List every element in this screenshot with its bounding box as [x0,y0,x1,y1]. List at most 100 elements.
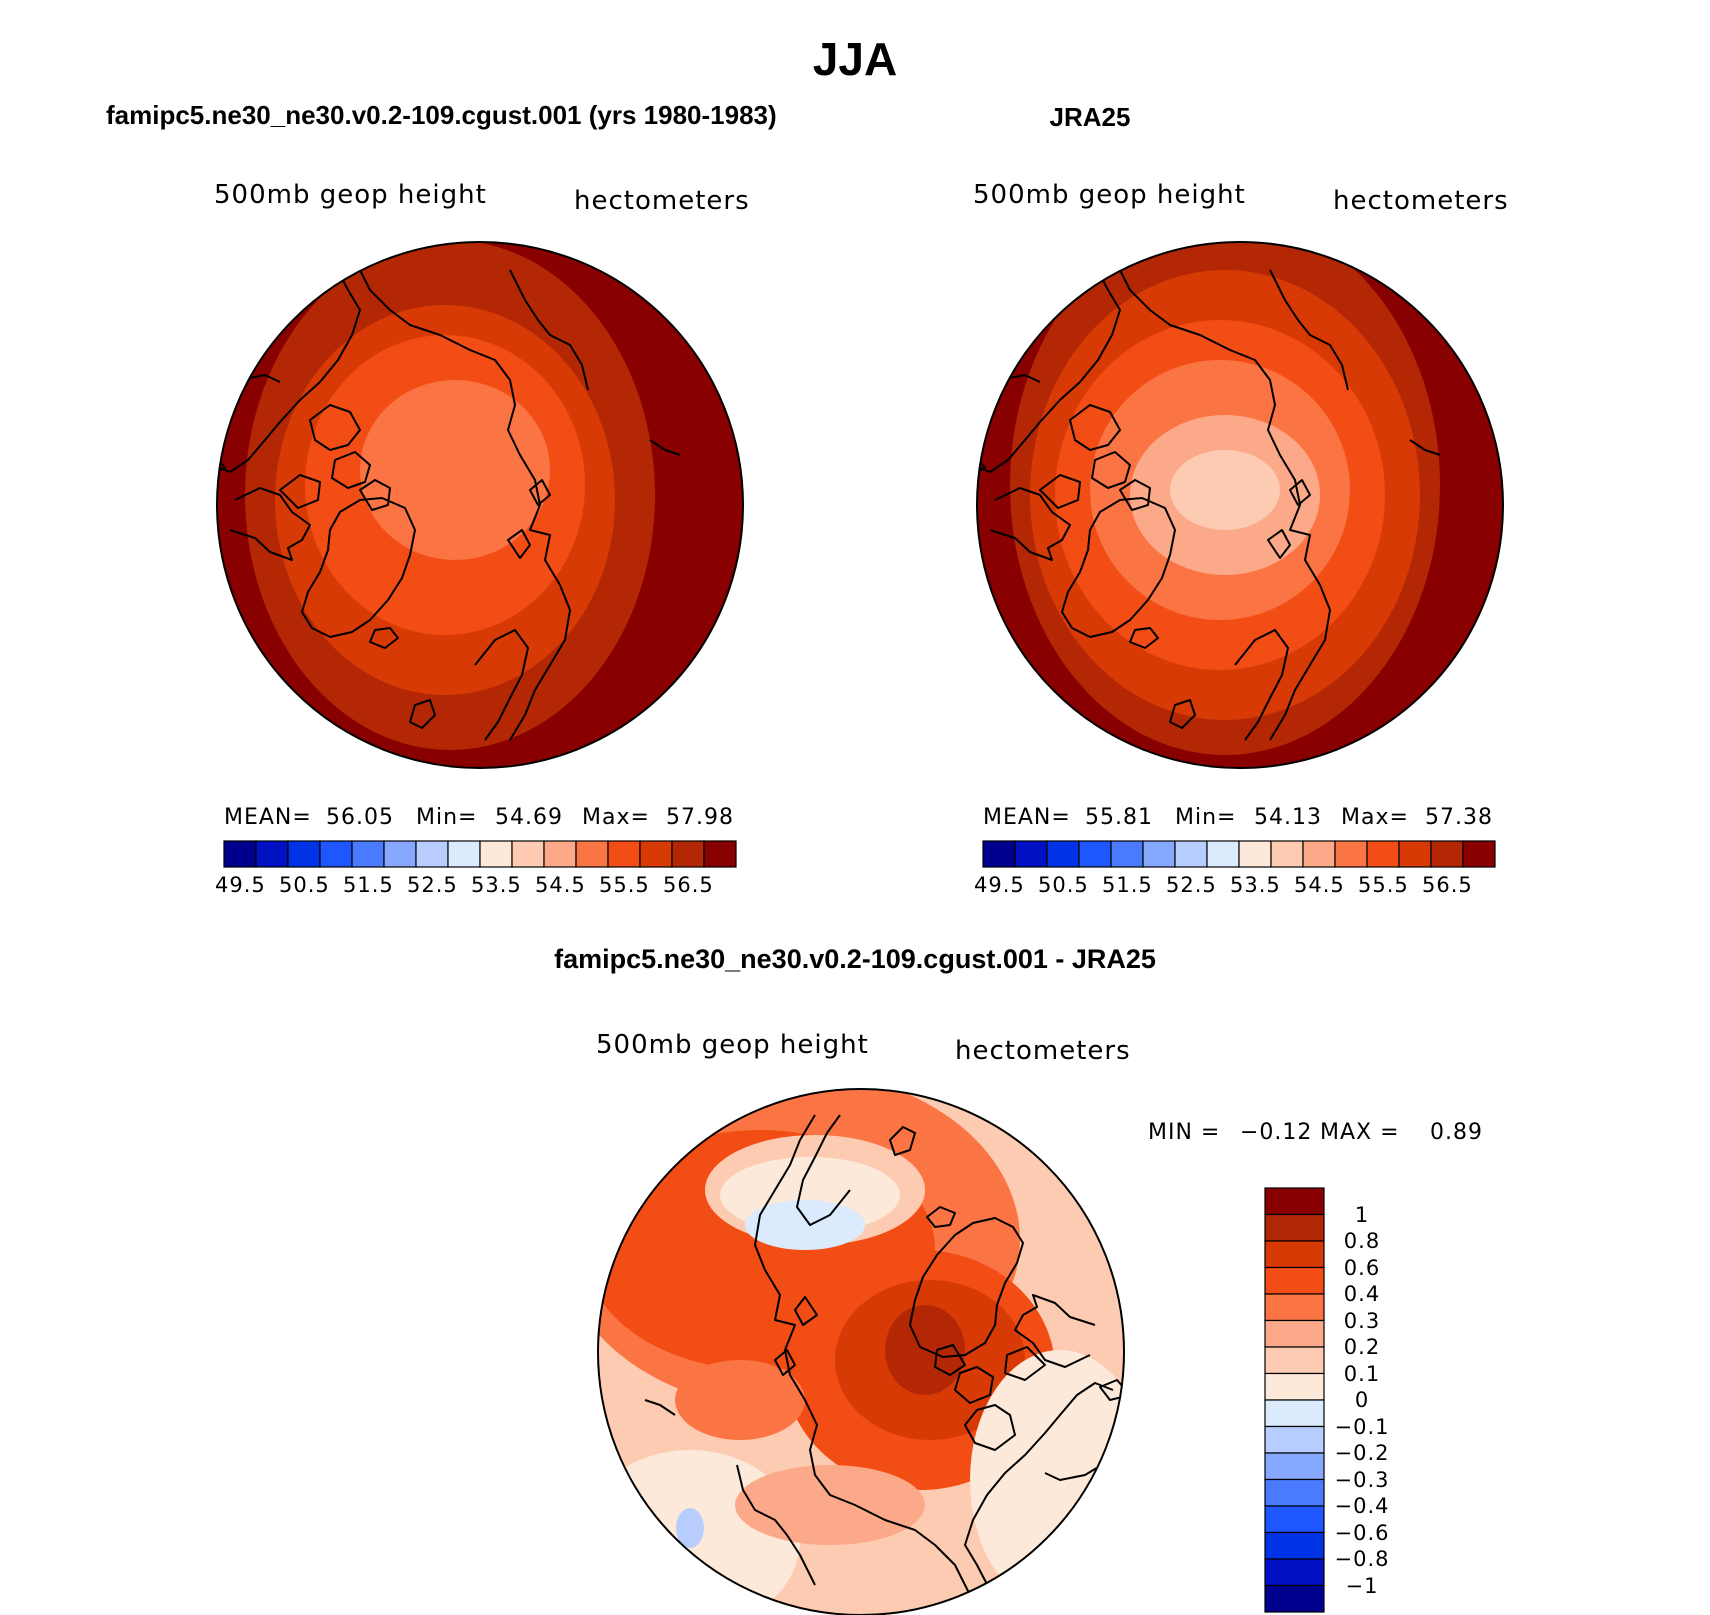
main-title: JJA [812,33,898,85]
difference-map-frame [597,1088,1125,1615]
model-max-value: 57.98 [666,805,734,830]
diff-colorbar-swatch [1264,1558,1325,1587]
model-colorbar-swatch [223,840,257,868]
model-units-label: hectometers [574,186,750,216]
model-colorbar-tick-label: 53.5 [471,873,522,897]
model-colorbar-tick-label: 49.5 [215,873,266,897]
obs-colorbar-swatch [982,840,1016,868]
model-max-label: Max= [582,805,650,830]
model-colorbar-swatch [511,840,545,868]
diff-colorbar-tick-label: 0.4 [1343,1282,1381,1306]
diff-min-value: −0.12 [1240,1120,1313,1145]
obs-colorbar-swatch [1270,840,1304,868]
obs-colorbar-tick-label: 49.5 [974,873,1025,897]
diff-colorbar-swatch [1264,1187,1325,1216]
model-colorbar-tick-label: 54.5 [535,873,586,897]
model-contour-55-5 [360,380,550,560]
obs-colorbar-swatch [1334,840,1368,868]
diff-colorbar-swatch [1264,1346,1325,1375]
obs-colorbar-swatch [1366,840,1400,868]
obs-mean-label: MEAN= [983,805,1071,830]
obs-units-label: hectometers [1333,186,1509,216]
diff-colorbar-swatch [1264,1505,1325,1534]
diff-colorbar-tick-label: −0.8 [1334,1547,1390,1571]
model-colorbar-tick-label: 50.5 [279,873,330,897]
difference-map [598,1089,1124,1615]
diff-colorbar-tick-label: −0.6 [1334,1520,1390,1545]
diff-colorbar-tick-label: −0.1 [1334,1414,1390,1439]
obs-colorbar-swatch [1174,840,1208,868]
diff-min-label: MIN = [1148,1120,1221,1145]
obs-colorbar-swatch [1206,840,1240,868]
diff-colorbar-swatch [1264,1452,1325,1481]
diff-max-value: 0.89 [1430,1120,1483,1145]
diff-colorbar-tick-label: 0.8 [1343,1229,1381,1253]
diff-colorbar-tick-label: −0.3 [1334,1467,1390,1492]
model-map-frame [216,241,744,769]
model-min-label: Min= [416,805,478,830]
obs-colorbar-swatch [1046,840,1080,868]
obs-colorbar-swatch [1398,840,1432,868]
model-colorbar-tick-label: 55.5 [599,873,650,897]
model-colorbar-swatch [415,840,449,868]
diff-colorbar-tick-label: 1 [1354,1202,1370,1227]
diff-colorbar-tick-label: 0 [1354,1388,1370,1412]
diff-colorbar-tick-label: 0.1 [1343,1361,1381,1386]
diff-colorbar-swatch [1264,1266,1325,1295]
obs-colorbar-tick-label: 51.5 [1102,873,1153,897]
diff-colorbar-tick-label: 0.2 [1343,1335,1381,1359]
diff-colorbar-swatch [1264,1372,1325,1401]
obs-colorbar-swatch [1462,840,1496,868]
diff-colorbar-swatch [1264,1478,1325,1507]
diff-colorbar-tick-label: −0.2 [1334,1441,1390,1465]
diff-variable-label: 500mb geop height [596,1030,869,1060]
obs-colorbar-swatch [1238,840,1272,868]
obs-map [977,242,1503,768]
diff-colorbar-swatch [1264,1240,1325,1269]
diff-colorbar-swatch [1264,1531,1325,1560]
difference-panel-title: famipc5.ne30_ne30.v0.2-109.cgust.001 - J… [554,944,1156,974]
model-colorbar-swatch [703,840,737,868]
model-colorbar [223,840,737,868]
obs-map-frame [976,241,1504,769]
model-colorbar-swatch [319,840,353,868]
model-colorbar-swatch [671,840,705,868]
obs-min-value: 54.13 [1254,805,1322,830]
diff-colorbar-swatch [1264,1213,1325,1242]
obs-panel-title: JRA25 [1049,102,1131,132]
model-panel-title: famipc5.ne30_ne30.v0.2-109.cgust.001 (yr… [106,100,777,130]
diff-units-label: hectometers [955,1036,1131,1066]
model-colorbar-swatch [447,840,481,868]
model-variable-label: 500mb geop height [214,180,487,210]
obs-colorbar-tick-label: 55.5 [1358,873,1409,897]
obs-colorbar-swatch [1014,840,1048,868]
obs-colorbar-swatch [1302,840,1336,868]
obs-colorbar-swatch [1110,840,1144,868]
obs-colorbar-swatch [1430,840,1464,868]
diff-colorbar-swatch [1264,1293,1325,1322]
difference-colorbar [1264,1187,1325,1613]
diff-colorbar-tick-label: −1 [1345,1573,1379,1598]
obs-colorbar-tick-label: 50.5 [1038,873,1089,897]
obs-colorbar-tick-label: 54.5 [1294,873,1345,897]
obs-colorbar [982,840,1496,868]
model-colorbar-swatch [383,840,417,868]
diff-colorbar-swatch [1264,1425,1325,1454]
model-colorbar-swatch [543,840,577,868]
obs-colorbar-swatch [1142,840,1176,868]
model-mean-value: 56.05 [326,805,394,830]
model-colorbar-swatch [607,840,641,868]
diff-colorbar-swatch [1264,1584,1325,1613]
obs-colorbar-tick-label: 52.5 [1166,873,1217,897]
model-colorbar-tick-label: 51.5 [343,873,394,897]
obs-max-label: Max= [1341,805,1409,830]
model-colorbar-tick-label: 52.5 [407,873,458,897]
model-min-value: 54.69 [495,805,563,830]
diff-colorbar-swatch [1264,1399,1325,1428]
diff-max-label: MAX = [1320,1120,1400,1145]
diff-colorbar-tick-label: 0.3 [1343,1308,1381,1333]
diff-colorbar-swatch [1264,1319,1325,1348]
model-colorbar-swatch [479,840,513,868]
obs-colorbar-swatch [1078,840,1112,868]
